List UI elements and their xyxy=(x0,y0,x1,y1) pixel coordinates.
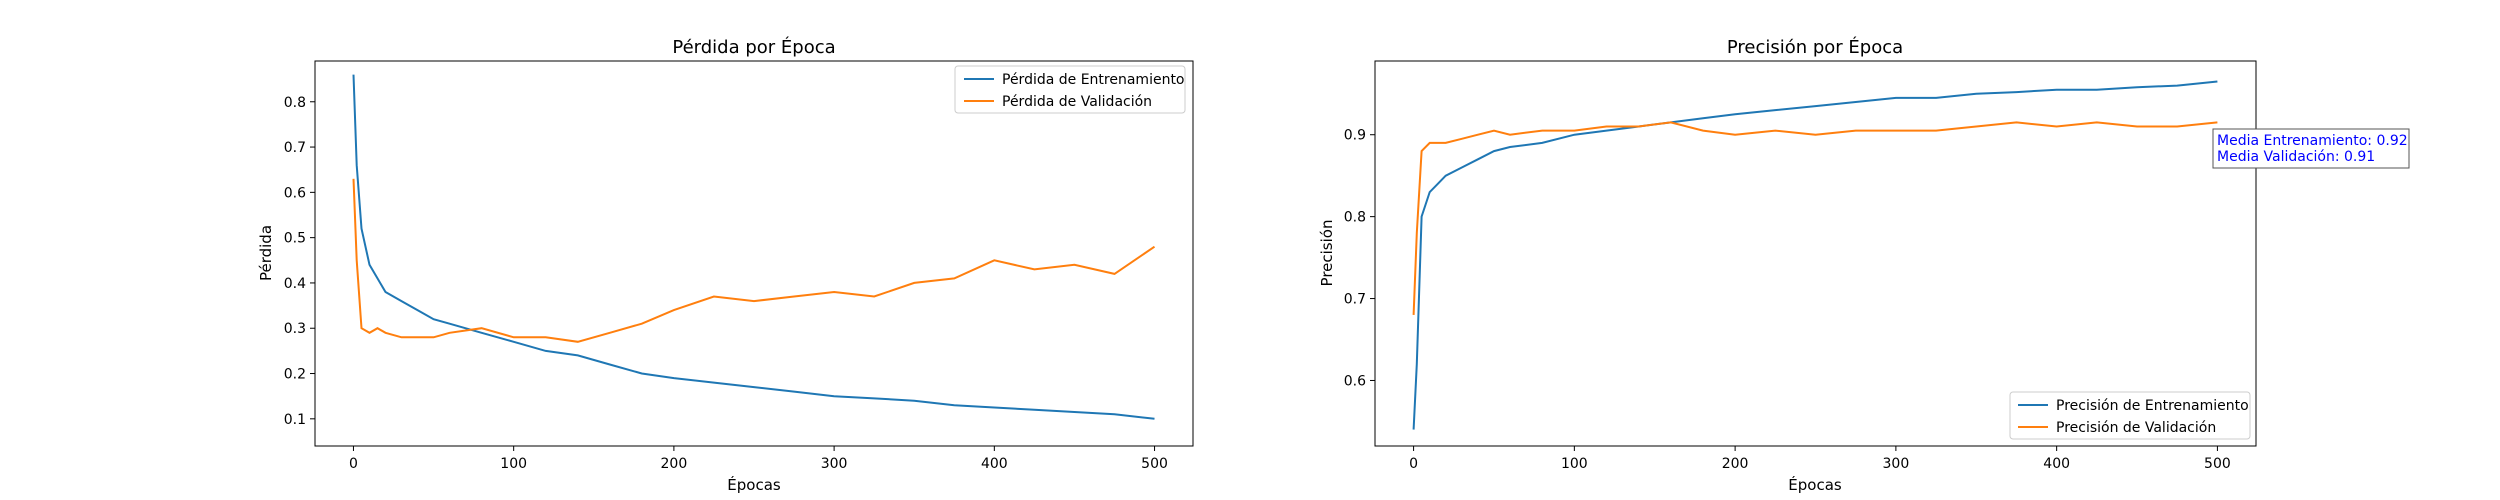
accuracy-y-tick-label: 0.8 xyxy=(1344,210,1366,226)
loss-x-ticks: 0 100 200 300 400 500 xyxy=(349,446,1168,472)
loss-y-ticks: 0.1 0.2 0.3 0.4 0.5 0.6 0.7 0.8 xyxy=(284,95,315,428)
loss-lines xyxy=(352,74,1156,420)
accuracy-annotation-box xyxy=(2212,128,2410,169)
accuracy-mean-annotation: Media Entrenamiento: 0.92 Media Validaci… xyxy=(2212,128,2410,169)
loss-y-tick-label: 0.7 xyxy=(284,140,306,156)
accuracy-chart-title: Precisión por Época xyxy=(1727,36,1903,58)
loss-x-tick-label: 300 xyxy=(821,456,848,472)
accuracy-y-axis-label: Precisión xyxy=(1318,220,1336,287)
loss-y-tick-label: 0.2 xyxy=(284,367,306,383)
loss-x-tick-label: 400 xyxy=(981,456,1008,472)
accuracy-legend-train-label: Precisión de Entrenamiento xyxy=(2056,398,2249,414)
accuracy-val-series-line xyxy=(1412,121,2218,315)
accuracy-annotation-val-mean: Media Validación: 0.91 xyxy=(2217,149,2375,165)
accuracy-x-ticks: 0 100 200 300 400 500 xyxy=(1409,446,2231,472)
loss-y-tick-label: 0.6 xyxy=(284,185,306,201)
loss-legend-train-label: Pérdida de Entrenamiento xyxy=(1002,72,1185,88)
loss-legend-box xyxy=(954,65,1186,114)
accuracy-chart: Precisión por Época 0 100 200 300 400 500 0.6… xyxy=(1318,36,2410,494)
loss-y-axis-label: Pérdida xyxy=(257,225,275,281)
accuracy-x-tick-label: 100 xyxy=(1561,456,1588,472)
loss-train-series-line xyxy=(352,74,1155,420)
loss-y-tick-label: 0.3 xyxy=(284,321,306,337)
accuracy-x-tick-label: 300 xyxy=(1883,456,1910,472)
loss-chart-title: Pérdida por Época xyxy=(672,36,835,58)
accuracy-y-tick-label: 0.7 xyxy=(1344,292,1366,308)
loss-y-tick-label: 0.1 xyxy=(284,412,306,428)
accuracy-x-tick-label: 500 xyxy=(2204,456,2231,472)
loss-plot-frame xyxy=(314,60,1194,447)
accuracy-legend-box xyxy=(2009,391,2251,440)
loss-x-tick-label: 0 xyxy=(349,456,358,472)
loss-y-tick-label: 0.4 xyxy=(284,276,306,292)
accuracy-x-tick-label: 400 xyxy=(2043,456,2070,472)
accuracy-annotation-train-mean: Media Entrenamiento: 0.92 xyxy=(2217,133,2408,149)
accuracy-y-ticks: 0.6 0.7 0.8 0.9 xyxy=(1344,128,1375,389)
loss-val-series-line xyxy=(352,178,1156,343)
loss-chart: Pérdida por Época 0 100 200 300 400 500 0.10.… xyxy=(257,36,1194,494)
loss-y-tick-label: 0.5 xyxy=(284,231,306,247)
accuracy-legend: Precisión de Entrenamiento Precisión de … xyxy=(2009,391,2251,440)
loss-legend-val-label: Pérdida de Validación xyxy=(1002,94,1152,110)
accuracy-legend-val-label: Precisión de Validación xyxy=(2056,420,2216,436)
accuracy-plot-frame xyxy=(1374,60,2257,447)
accuracy-x-tick-label: 0 xyxy=(1409,456,1418,472)
accuracy-x-tick-label: 200 xyxy=(1722,456,1749,472)
accuracy-lines xyxy=(1412,80,2218,430)
loss-x-tick-label: 200 xyxy=(661,456,688,472)
loss-legend: Pérdida de Entrenamiento Pérdida de Vali… xyxy=(954,65,1186,114)
loss-x-tick-label: 100 xyxy=(500,456,527,472)
loss-x-axis-label: Épocas xyxy=(727,475,781,494)
accuracy-x-axis-label: Épocas xyxy=(1788,475,1842,494)
loss-x-tick-label: 500 xyxy=(1141,456,1168,472)
loss-y-tick-label: 0.8 xyxy=(284,95,306,111)
accuracy-y-tick-label: 0.6 xyxy=(1344,373,1366,389)
accuracy-y-tick-label: 0.9 xyxy=(1344,128,1366,144)
